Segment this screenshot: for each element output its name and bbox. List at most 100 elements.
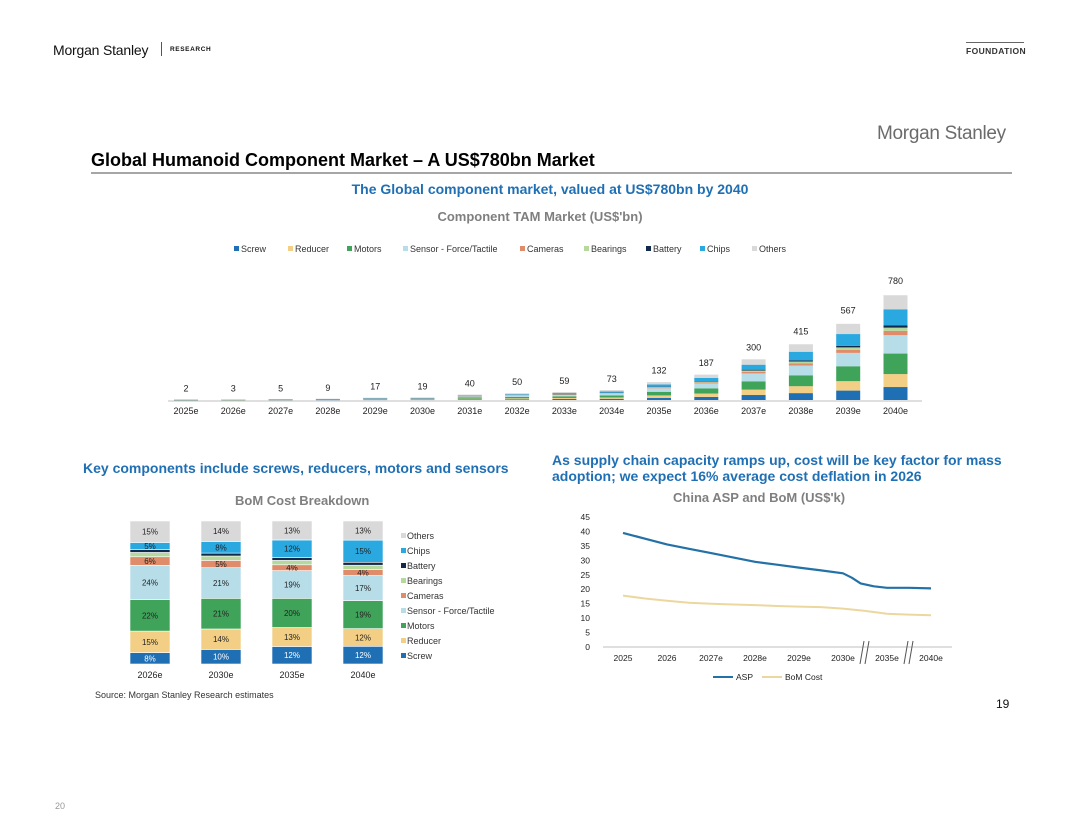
tam-legend-label-motors: Motors [354,244,382,254]
tam-x-tick-2029e: 2029e [363,406,388,416]
tam-total-label-2032e: 50 [512,377,522,387]
bom-legend-label-sensor-force-tactile: Sensor - Force/Tactile [407,606,495,616]
tam-bar-2036e-sensor-force-tactile [694,383,719,389]
bom-bars: 8% 15% 22% 24% 6% 5% 15% 2026e 10% 14% 21% 21% 5% 8% 1… [129,520,384,680]
tam-x-tick-2035e: 2035e [646,406,671,416]
tam-bar-2036e-battery [694,381,719,382]
tam-x-tick-2027e: 2027e [268,406,293,416]
bom-bar-2040e-others [342,520,384,541]
tam-bar-2033e-sensor-force-tactile [552,394,577,397]
bom-legend-swatch-cameras [401,593,406,598]
tam-bar-2036e-others [694,374,719,378]
bom-legend: Others Chips Battery Bearings Cameras Sensor … [401,531,495,661]
tam-bar-2034e-chips [599,391,624,393]
asp-y-tick-0: 0 [585,642,590,652]
bom-legend-swatch-motors [401,623,406,628]
tam-x-tick-2032e: 2032e [505,406,530,416]
bom-bar-2040e-motors [342,600,384,629]
tam-bar-2037e-screw [741,395,766,400]
bom-bar-2026e-others [129,520,171,543]
tam-bar-2040e-motors [883,353,908,375]
bom-legend-label-reducer: Reducer [407,636,441,646]
bom-bar-2030e-sensor-force-tactile [200,567,242,599]
tam-x-tick-2030e: 2030e [410,406,435,416]
tam-legend-swatch-screw [234,246,239,251]
title-rule [91,172,1012,174]
tam-total-label-2033e: 59 [559,376,569,386]
tam-bar-2037e-reducer [741,389,766,396]
asp-y-tick-30: 30 [581,555,591,565]
tam-bar-2030e-motors [410,398,435,400]
bom-data-label-2040e-cameras: 4% [357,569,369,578]
bom-legend-label-screw: Screw [407,651,433,661]
tam-total-label-2039e: 567 [841,305,856,315]
bom-legend-swatch-bearings [401,578,406,583]
tam-x-tick-2036e: 2036e [694,406,719,416]
asp-x-tick-2040e: 2040e [919,653,943,663]
asp-x-tick-2025: 2025 [614,653,633,663]
tam-bar-2038e-battery [788,360,813,362]
bom-legend-swatch-chips [401,548,406,553]
bom-bar-2035e-others [271,520,313,541]
asp-x-tick-2028e: 2028e [743,653,767,663]
asp-axis-break-0-a [859,640,865,665]
header-brand-logo: Morgan Stanley [53,42,149,58]
bom-x-tick-2040e: 2040e [350,670,375,680]
asp-x-tick-2026: 2026 [658,653,677,663]
bom-legend-label-others: Others [407,531,435,541]
bom-legend-swatch-battery [401,563,406,568]
slide-brand-logo: Morgan Stanley [877,123,1006,144]
tam-legend-swatch-bearings [584,246,589,251]
bom-bar-2026e-motors [129,599,171,632]
tam-bar-2030e-sensor-force-tactile [410,398,435,399]
asp-series-line-bom-cost [622,594,932,617]
tam-bar-2037e-battery [741,369,766,371]
tam-bar-2035e-motors [647,391,671,396]
asp-legend-label-asp: ASP [736,672,753,682]
bom-data-label-2026e-motors: 22% [142,611,158,620]
tam-legend-swatch-cameras [520,246,525,251]
tam-bar-2038e-sensor-force-tactile [788,365,813,376]
tam-total-label-2037e: 300 [746,342,761,352]
bom-chart-title: BoM Cost Breakdown [235,493,370,508]
bom-data-label-2030e-cameras: 5% [215,560,227,569]
tam-bar-2031e-reducer [457,398,482,400]
tam-bar-2037e-bearings [741,370,766,372]
tam-bar-2031e-sensor-force-tactile [457,396,482,398]
tam-bar-2035e-cameras [647,387,671,389]
tam-bars: 2 2025e 3 2026e 5 2027e 9 2028e 17 2029e 19 2030e 40… [173,276,908,416]
bom-legend-label-cameras: Cameras [407,591,444,601]
tam-chart-title: Component TAM Market (US$'bn) [437,209,643,224]
tam-legend-swatch-sensor-force-tactile [403,246,408,251]
tam-legend: Screw Reducer Motors Sensor - Force/Tactile… [234,244,787,254]
tam-legend-swatch-others [752,246,757,251]
bom-data-label-2035e-screw: 12% [284,651,300,660]
tam-bar-2034e-others [599,390,624,392]
tam-bar-2038e-screw [788,393,813,400]
tam-legend-label-bearings: Bearings [591,244,627,254]
asp-x-tick-2029e: 2029e [787,653,811,663]
bom-legend-swatch-screw [401,653,406,658]
tam-bar-2035e-others [647,382,671,385]
tam-bar-2031e-screw [457,399,482,400]
tam-bar-2036e-reducer [694,393,719,397]
tam-bar-2034e-reducer [599,397,624,399]
slide-title: Global Humanoid Component Market – A US$… [91,150,595,170]
tam-bar-2040e-bearings [883,327,908,331]
tam-bar-2031e-others [457,394,482,396]
bom-bar-2035e-motors [271,598,313,628]
tam-x-tick-2039e: 2039e [836,406,861,416]
tam-bar-2031e-motors [457,397,482,399]
tam-x-tick-2037e: 2037e [741,406,766,416]
tam-total-label-2038e: 415 [793,327,808,337]
tam-bar-2035e-reducer [647,395,671,398]
bom-data-label-2035e-motors: 20% [284,609,300,618]
tam-legend-label-sensor-force-tactile: Sensor - Force/Tactile [410,244,498,254]
bom-data-label-2040e-sensor-force-tactile: 17% [355,584,371,593]
slide-page-number: 19 [996,697,1010,711]
bom-bar-2030e-others [200,520,242,542]
tam-total-label-2034e: 73 [607,374,617,384]
tam-total-label-2026e: 3 [231,384,236,394]
tam-bar-2035e-sensor-force-tactile [647,388,671,392]
